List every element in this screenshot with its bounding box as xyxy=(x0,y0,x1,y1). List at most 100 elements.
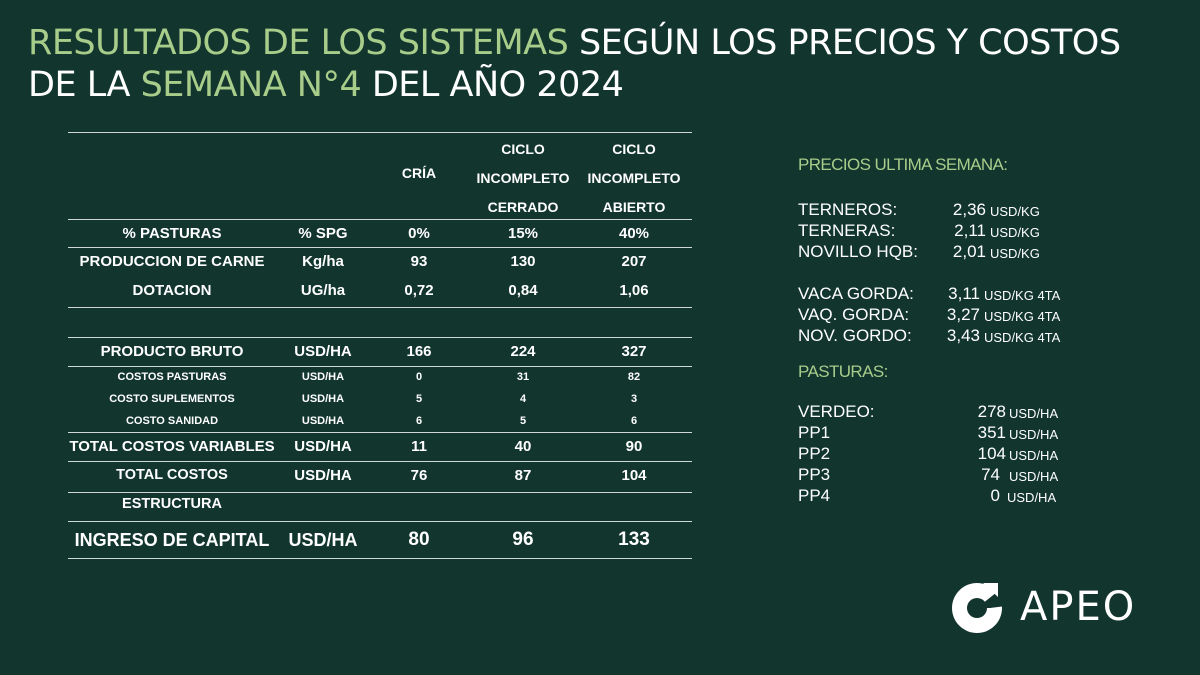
logo-text: APEO xyxy=(1020,584,1137,630)
pasture-value: 104 xyxy=(977,444,1006,463)
row-value-cria: 11 xyxy=(411,438,427,455)
row-value-abierto: 133 xyxy=(618,529,650,550)
price-value: 3,27 xyxy=(946,305,980,324)
row-value-abierto: 1,06 xyxy=(619,282,649,299)
pasture-value: 0 xyxy=(990,486,1000,505)
price-value: 2,11 xyxy=(954,221,986,240)
price-unit: USD/KG 4TA xyxy=(984,288,1061,303)
row-value-abierto: 104 xyxy=(621,467,647,484)
row-unit: USD/HA xyxy=(294,438,352,455)
header-abierto-line-2: INCOMPLETO xyxy=(587,170,681,186)
row-unit: USD/HA xyxy=(301,393,345,405)
price-label: TERNERAS: xyxy=(798,221,896,240)
row-value-cerrado: 87 xyxy=(514,467,532,484)
title-line-1: RESULTADOS DE LOS SISTEMAS SEGÚN LOS PRE… xyxy=(28,22,1178,64)
row-unit: USD/HA xyxy=(288,530,358,550)
row-value-cerrado: 5 xyxy=(519,415,527,427)
title-highlight-1: RESULTADOS DE LOS SISTEMAS xyxy=(28,23,569,63)
title-line-2: DE LA SEMANA N°4 DEL AÑO 2024 xyxy=(28,64,1178,106)
table-divider xyxy=(68,492,692,493)
row-label: COSTO SUPLEMENTOS xyxy=(109,393,235,405)
price-value: 2,01 xyxy=(952,242,986,261)
price-label: VACA GORDA: xyxy=(798,284,914,303)
row-value-abierto: 40% xyxy=(618,225,650,242)
header-abierto-line-1: CICLO xyxy=(612,141,656,157)
price-value: 2,36 xyxy=(952,200,986,219)
header-ciclo-abierto: CICLO INCOMPLETO ABIERTO xyxy=(580,135,688,222)
table-divider xyxy=(68,307,692,308)
row-value-cerrado: 15% xyxy=(507,225,539,242)
pasture-unit: USD/HA xyxy=(1009,427,1059,442)
row-value-cerrado: 130 xyxy=(510,253,536,270)
apeo-logo: APEO xyxy=(950,580,1150,636)
row-value-cerrado: 96 xyxy=(512,529,534,550)
row-value-cerrado: 4 xyxy=(519,393,527,405)
row-value-cerrado: 224 xyxy=(510,343,536,360)
row-unit: Kg/ha xyxy=(302,253,344,270)
row-unit: UG/ha xyxy=(300,282,346,299)
pasture-label: VERDEO: xyxy=(798,402,875,421)
row-unit: USD/HA xyxy=(301,371,345,383)
table-divider xyxy=(68,247,692,248)
row-label: TOTAL COSTOS ESTRUCTURA xyxy=(116,467,228,512)
page-title: RESULTADOS DE LOS SISTEMAS SEGÚN LOS PRE… xyxy=(28,22,1178,106)
row-label: DOTACION xyxy=(132,282,212,299)
row-value-cerrado: 0,84 xyxy=(508,282,538,299)
title-text-1: SEGÚN LOS PRECIOS Y COSTOS xyxy=(568,23,1121,63)
row-value-cria: 80 xyxy=(408,529,430,550)
price-unit: USD/KG 4TA xyxy=(984,330,1061,345)
pasture-label: PP2 xyxy=(798,444,831,463)
row-unit: USD/HA xyxy=(301,415,345,427)
header-ciclo-cerrado: CICLO INCOMPLETO CERRADO xyxy=(468,135,578,222)
prices-heading: PRECIOS ULTIMA SEMANA: xyxy=(798,155,1008,174)
price-value: 3,11 xyxy=(948,284,980,303)
price-label: VAQ. GORDA: xyxy=(798,305,910,324)
price-unit: USD/KG xyxy=(990,246,1040,261)
row-value-abierto: 207 xyxy=(621,253,647,270)
row-label: INGRESO DE CAPITAL xyxy=(74,530,270,550)
apeo-logo-icon xyxy=(952,583,1006,633)
row-value-cria: 93 xyxy=(410,253,428,270)
row-value-cria: 5 xyxy=(415,393,423,405)
pasture-unit: USD/HA xyxy=(1009,469,1059,484)
price-unit: USD/KG 4TA xyxy=(984,309,1061,324)
table-divider xyxy=(68,337,692,338)
header-cerrado-line-2: INCOMPLETO xyxy=(476,170,570,186)
pasture-label: PP3 xyxy=(798,465,831,484)
row-value-abierto: 82 xyxy=(627,371,641,383)
row-value-cria: 0,72 xyxy=(404,282,434,299)
pasture-label: PP4 xyxy=(798,486,831,505)
pasture-label: PP1 xyxy=(798,423,831,442)
row-value-cria: 166 xyxy=(406,343,432,360)
row-value-abierto: 3 xyxy=(630,393,638,405)
header-cria: CRÍA xyxy=(401,165,437,181)
table-divider xyxy=(68,461,692,462)
pasture-value: 74 xyxy=(981,465,1000,484)
title-text-2: DE LA xyxy=(28,65,141,105)
row-value-cria: 0% xyxy=(408,225,430,242)
table-divider xyxy=(68,132,692,133)
row-label: % PASTURAS xyxy=(122,225,222,242)
table-divider xyxy=(68,219,692,220)
pasture-unit: USD/HA xyxy=(1007,490,1057,505)
header-cerrado-line-1: CICLO xyxy=(501,141,545,157)
row-label: PRODUCTO BRUTO xyxy=(100,343,244,360)
price-unit: USD/KG xyxy=(990,204,1040,219)
row-value-abierto: 6 xyxy=(630,415,638,427)
pastures-heading: PASTURAS: xyxy=(798,362,888,381)
title-text-3: DEL AÑO 2024 xyxy=(361,65,624,105)
pasture-value: 278 xyxy=(977,402,1006,421)
price-value: 3,43 xyxy=(946,326,980,345)
row-value-abierto: 327 xyxy=(621,343,647,360)
row-label: COSTOS PASTURAS xyxy=(117,371,227,383)
row-value-cria: 6 xyxy=(415,415,423,427)
price-unit: USD/KG xyxy=(990,225,1040,240)
table-divider xyxy=(68,521,692,522)
pasture-value: 351 xyxy=(977,423,1006,442)
pasture-unit: USD/HA xyxy=(1009,406,1059,421)
table-divider xyxy=(68,558,692,559)
row-value-abierto: 90 xyxy=(625,438,643,455)
header-cerrado-line-3: CERRADO xyxy=(487,199,559,215)
pasture-unit: USD/HA xyxy=(1009,448,1059,463)
row-unit: USD/HA xyxy=(294,343,352,360)
